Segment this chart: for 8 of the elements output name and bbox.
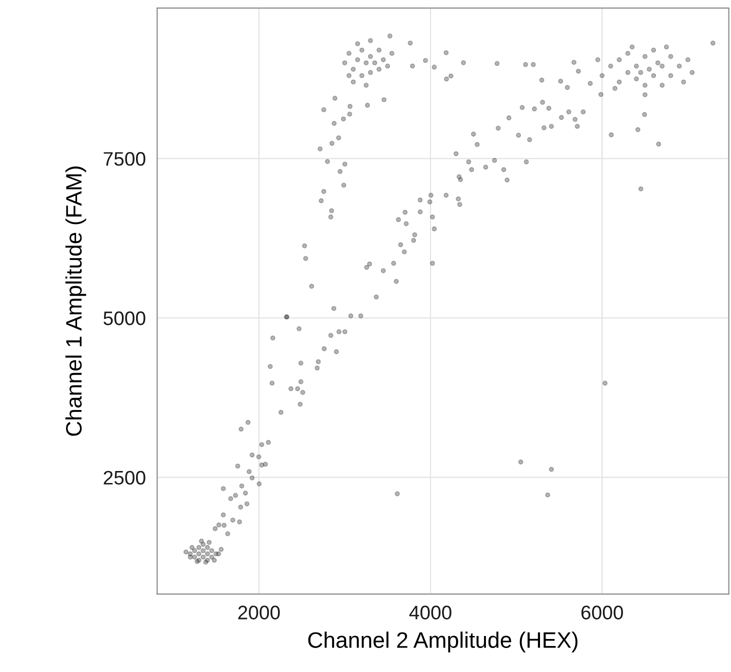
y-tick-label: 5000 [104,311,146,326]
x-axis-title: Channel 2 Amplitude (HEX) [308,632,578,652]
y-axis-title: Channel 1 Amplitude (FAM) [65,166,86,436]
x-tick-label: 6000 [581,606,623,620]
x-tick-label: 4000 [409,606,452,620]
x-tick-label: 2000 [238,606,280,620]
y-tick-label: 2500 [104,470,146,485]
y-tick-label: 7500 [104,152,146,166]
